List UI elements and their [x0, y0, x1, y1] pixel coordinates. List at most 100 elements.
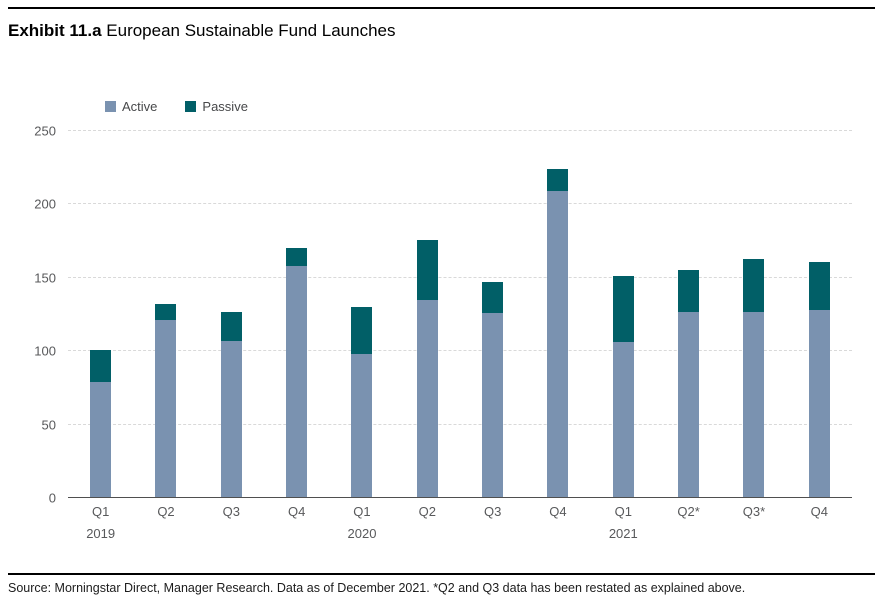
quarter-label: Q1 — [91, 504, 110, 519]
y-axis: 0 50 100 150 200 250 — [0, 125, 56, 505]
bar-segment-active — [155, 320, 177, 498]
bars-row — [68, 131, 852, 498]
y-tick-label: 100 — [34, 343, 56, 359]
stacked-bar-q2 — [155, 131, 177, 498]
x-tick-label: Q3 — [460, 505, 525, 540]
y-tick-label: 250 — [34, 123, 56, 139]
stacked-bar-q4 — [547, 131, 569, 498]
bar-segment-active — [612, 342, 634, 498]
bar-segment-passive — [612, 276, 634, 343]
bar-segment-active — [482, 313, 504, 498]
bar-slot — [395, 131, 460, 498]
stacked-bar-q2 — [416, 131, 438, 498]
legend-item-active: Active — [105, 99, 157, 114]
bar-segment-passive — [286, 248, 308, 267]
bar-segment-active — [808, 310, 830, 498]
bar-segment-active — [678, 311, 700, 498]
quarter-label: Q4 — [287, 504, 306, 519]
stacked-bar-q4 — [808, 131, 830, 498]
bar-segment-passive — [482, 282, 504, 314]
stacked-bar-q1 — [90, 131, 112, 498]
gridline — [68, 423, 852, 425]
stacked-bar-q3 — [743, 131, 765, 498]
quarter-label: Q1 — [614, 504, 632, 519]
bar-segment-passive — [155, 304, 177, 321]
chart-legend: Active Passive — [105, 99, 248, 114]
stacked-bar-q1 — [612, 131, 634, 498]
quarter-label: Q3* — [742, 504, 766, 519]
quarter-label: Q1 — [353, 504, 371, 519]
bar-segment-active — [220, 340, 242, 498]
y-tick-label: 150 — [34, 270, 56, 286]
y-tick-label: 0 — [48, 490, 56, 506]
x-tick-label: Q2 — [133, 505, 198, 540]
passive-swatch-icon — [185, 101, 197, 112]
gridline — [68, 130, 852, 131]
active-swatch-icon — [105, 101, 116, 112]
bar-slot — [525, 131, 590, 498]
bar-segment-passive — [808, 261, 830, 311]
quarter-label: Q3 — [483, 504, 502, 519]
footer-divider — [8, 573, 875, 575]
x-axis-labels: Q1 2019 Q2 Q3 Q4 Q1 2020 Q2 Q3 Q4 Q1 2021 Q2* Q3* Q4 — [68, 505, 852, 540]
x-tick-label: Q3* — [721, 505, 786, 540]
quarter-label: Q2 — [418, 504, 436, 519]
bar-segment-passive — [416, 239, 438, 300]
bar-segment-active — [286, 266, 308, 498]
x-tick-label: Q1 2020 — [329, 505, 394, 540]
stacked-bar-q3 — [220, 131, 242, 498]
bar-slot — [199, 131, 264, 498]
title-text: European Sustainable Fund Launches — [101, 21, 396, 40]
bar-slot — [591, 131, 656, 498]
plot-area — [68, 130, 852, 498]
bar-segment-active — [416, 299, 438, 498]
bar-segment-passive — [351, 307, 373, 355]
year-label: 2020 — [347, 526, 377, 541]
bar-slot — [133, 131, 198, 498]
exhibit-label: Exhibit 11.a — [8, 21, 102, 40]
source-note: Source: Morningstar Direct, Manager Rese… — [8, 581, 746, 595]
bar-slot — [264, 131, 329, 498]
quarter-label: Q4 — [549, 504, 567, 519]
stacked-bar-q3 — [482, 131, 504, 498]
legend-label-active: Active — [122, 99, 158, 114]
bar-slot — [460, 131, 525, 498]
bar-slot — [721, 131, 786, 498]
bar-segment-passive — [678, 270, 700, 312]
bar-segment-active — [547, 191, 569, 498]
bar-segment-active — [743, 311, 765, 498]
x-tick-label: Q2 — [395, 505, 460, 540]
x-tick-label: Q2* — [656, 505, 721, 540]
stacked-bar-q1 — [351, 131, 373, 498]
x-tick-label: Q4 — [787, 505, 852, 540]
top-divider — [8, 7, 875, 9]
y-tick-label: 50 — [41, 417, 56, 433]
quarter-label: Q3 — [222, 504, 240, 519]
gridline — [68, 276, 852, 278]
bar-segment-passive — [743, 258, 765, 312]
bar-segment-active — [351, 354, 373, 498]
year-label: 2019 — [86, 526, 116, 541]
x-tick-label: Q1 2021 — [591, 505, 656, 540]
bar-segment-passive — [547, 169, 569, 192]
bar-segment-passive — [220, 311, 242, 341]
x-tick-label: Q4 — [525, 505, 590, 540]
x-tick-label: Q1 2019 — [68, 505, 133, 540]
quarter-label: Q4 — [810, 504, 828, 519]
y-tick-label: 200 — [34, 196, 56, 212]
legend-label-passive: Passive — [202, 99, 248, 114]
bar-slot — [656, 131, 721, 498]
legend-item-passive: Passive — [185, 99, 248, 114]
quarter-label: Q2* — [677, 504, 700, 519]
x-tick-label: Q4 — [264, 505, 329, 540]
stacked-bar-q4 — [286, 131, 308, 498]
year-label: 2021 — [608, 526, 638, 541]
quarter-label: Q2 — [157, 504, 175, 519]
bar-segment-active — [90, 382, 112, 498]
bar-segment-passive — [90, 349, 112, 383]
gridline — [68, 350, 852, 352]
bar-slot — [329, 131, 394, 498]
gridline — [68, 203, 852, 205]
stacked-bar-q2 — [678, 131, 700, 498]
